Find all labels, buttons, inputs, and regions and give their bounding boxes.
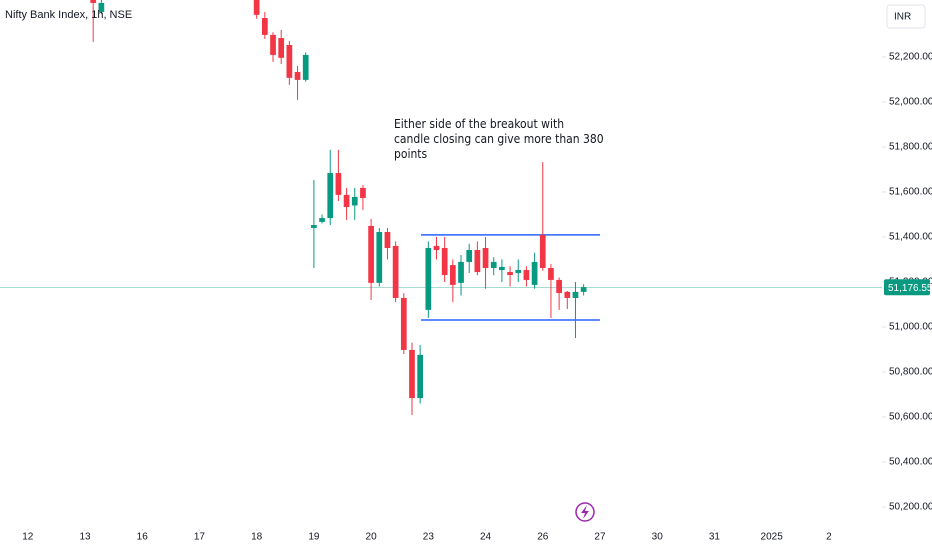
candle-body: [392, 245, 399, 298]
candle-body: [400, 297, 407, 350]
x-tick-label: 23: [423, 532, 435, 543]
candle-body: [286, 45, 293, 78]
candle-body: [327, 173, 334, 219]
y-tick-label: 51,400.00: [889, 232, 932, 243]
candle-body: [482, 247, 489, 269]
x-tick-label: 16: [137, 532, 149, 543]
annotation: Either side of the breakout with: [394, 117, 564, 131]
candle-body: [425, 247, 432, 310]
candle-body: [98, 2, 105, 12]
candle-body: [433, 245, 440, 251]
x-tick-label: 27: [594, 532, 606, 543]
plot-area: [0, 0, 882, 415]
candle-body: [270, 34, 276, 55]
candle-body: [90, 0, 97, 3]
candle-body: [351, 196, 358, 206]
candle-body: [343, 194, 350, 208]
x-tick-label: 2025: [761, 532, 784, 543]
candle-body: [261, 18, 268, 35]
candle-body: [368, 225, 374, 283]
x-tick-label: 30: [652, 532, 664, 543]
candle-body: [417, 354, 424, 399]
candle-body: [458, 261, 464, 283]
y-tick-label: 51,600.00: [889, 187, 932, 198]
candle-body: [572, 291, 579, 298]
candle-body: [376, 232, 383, 283]
candle-body: [253, 0, 260, 15]
candle-body: [409, 349, 415, 399]
candle-body: [580, 287, 587, 292]
candle-body: [490, 261, 497, 269]
candle-body: [441, 247, 448, 275]
currency-button[interactable]: [886, 4, 926, 29]
annotation: candle closing can give more than 380: [394, 132, 604, 146]
currency-label[interactable]: INR: [894, 12, 911, 23]
candle-body: [507, 272, 513, 275]
lightning-icon[interactable]: [575, 502, 595, 522]
x-tick-label: 26: [537, 532, 549, 543]
chart-title: Nifty Bank Index, 1h, NSE: [5, 9, 132, 21]
annotation: points: [394, 147, 428, 161]
candle-body: [531, 261, 538, 285]
candle-body: [499, 266, 505, 271]
candle-body: [548, 268, 554, 280]
x-tick-label: 17: [194, 532, 206, 543]
candle-body: [556, 279, 562, 293]
x-tick-label: 19: [308, 532, 320, 543]
candle-body: [319, 218, 325, 222]
y-tick-label: 50,800.00: [889, 367, 932, 378]
candle-body: [294, 72, 301, 80]
candle-body: [311, 225, 317, 228]
candle-body: [466, 250, 473, 262]
x-tick-label: 12: [22, 532, 34, 543]
candle-body: [360, 187, 366, 199]
candle-body: [474, 250, 481, 273]
x-tick-label: 2: [826, 532, 832, 543]
y-tick-label: 50,200.00: [889, 502, 932, 513]
candle-body: [515, 270, 522, 273]
x-tick-label: 20: [366, 532, 378, 543]
candle-body: [384, 232, 391, 248]
candle-body: [278, 38, 285, 58]
x-tick-label: 24: [480, 532, 492, 543]
x-tick-label: 18: [251, 532, 263, 543]
candle-body: [449, 265, 456, 285]
x-tick-label: 13: [79, 532, 91, 543]
y-tick-label: 52,000.00: [889, 97, 932, 108]
candle-body: [335, 173, 342, 195]
candle-body: [539, 234, 546, 269]
candle-body: [523, 270, 530, 280]
x-tick-label: 31: [709, 532, 721, 543]
candle-body: [564, 291, 571, 298]
y-tick-label: 51,000.00: [889, 322, 932, 333]
y-tick-label: 50,400.00: [889, 457, 932, 468]
last-price-label: 51,176.55: [888, 283, 932, 294]
y-tick-label: 52,200.00: [889, 52, 932, 63]
y-tick-label: 51,800.00: [889, 142, 932, 153]
candle-body: [302, 54, 309, 80]
y-tick-label: 50,600.00: [889, 412, 932, 423]
last-price-tag: [884, 279, 930, 296]
